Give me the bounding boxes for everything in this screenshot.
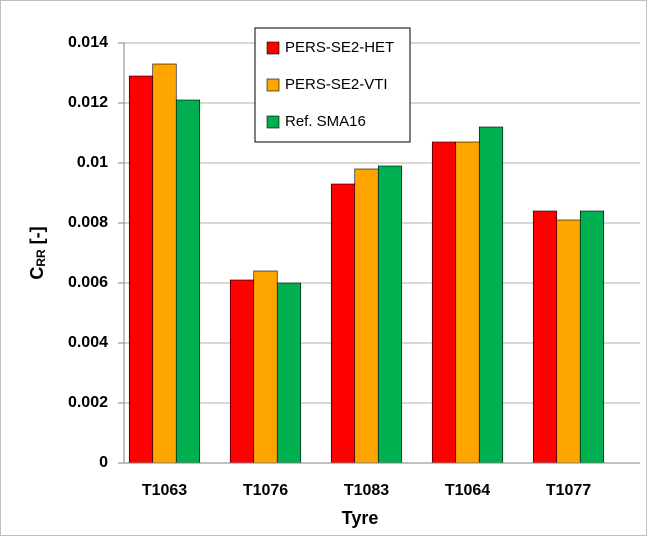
bar (556, 219, 581, 464)
bar (354, 168, 379, 464)
y-label-suffix: [-] (27, 226, 47, 249)
legend-swatch (266, 41, 280, 55)
bar (377, 165, 403, 464)
bar (330, 183, 356, 464)
legend-swatch (266, 78, 280, 92)
y-tick-label: 0 (99, 454, 108, 471)
x-tick-label: T1076 (243, 482, 288, 499)
bar (175, 99, 201, 464)
legend-label: Ref. SMA16 (285, 113, 366, 130)
x-tick-label: T1083 (344, 482, 389, 499)
x-tick-label: T1063 (142, 482, 187, 499)
bar (128, 75, 154, 464)
y-tick-label: 0.01 (77, 154, 108, 171)
x-tick-label: T1064 (445, 482, 490, 499)
y-tick-label: 0.012 (68, 94, 108, 111)
legend-box (254, 27, 411, 143)
y-label-main: C (27, 267, 47, 280)
x-tick-label: T1077 (546, 482, 591, 499)
bar (229, 279, 255, 464)
y-tick-label: 0.008 (68, 214, 108, 231)
bar (276, 282, 302, 464)
y-tick-label: 0.006 (68, 274, 108, 291)
bar (152, 63, 177, 464)
y-tick-label: 0.002 (68, 394, 108, 411)
bar (532, 210, 558, 464)
bar (431, 141, 457, 464)
y-axis-label: CRR [-] (27, 226, 48, 279)
y-label-subscript: RR (34, 249, 48, 267)
legend-label: PERS-SE2-VTI (285, 76, 388, 93)
bar (455, 141, 480, 464)
legend-label: PERS-SE2-HET (285, 39, 394, 56)
bar (253, 270, 278, 464)
y-tick-label: 0.004 (68, 334, 108, 351)
legend-swatch (266, 115, 280, 129)
bar (478, 126, 504, 464)
y-tick-label: 0.014 (68, 34, 108, 51)
bar (579, 210, 605, 464)
x-axis-label: Tyre (342, 508, 379, 528)
